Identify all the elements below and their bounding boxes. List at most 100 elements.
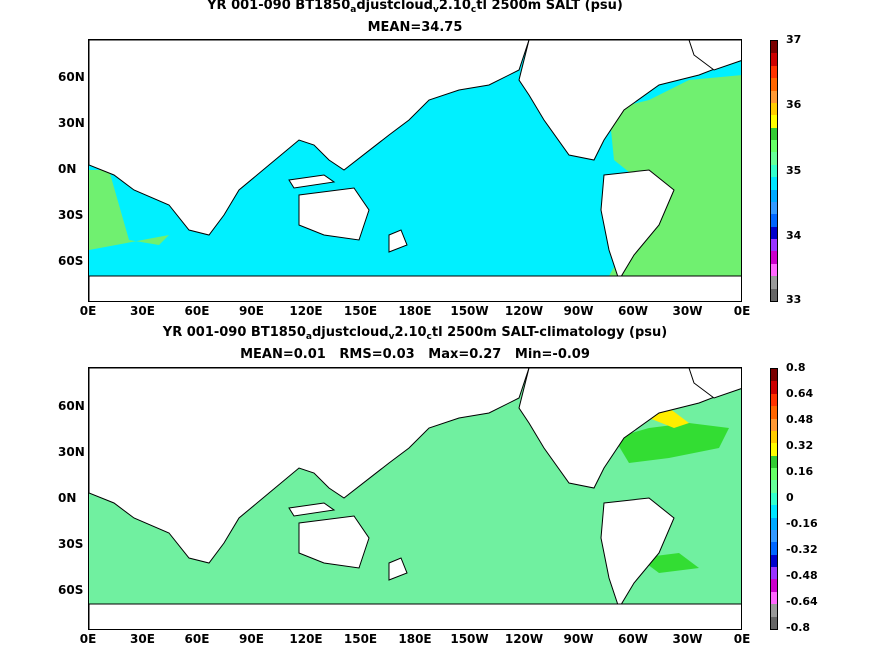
- panel1-colorbar: [770, 40, 778, 302]
- xtick-label: 90W: [563, 304, 594, 318]
- colorbar-swatch: [771, 567, 777, 580]
- xtick-label: 60W: [618, 632, 648, 646]
- colorbar-swatch: [771, 616, 777, 629]
- xtick-label: 180E: [398, 632, 432, 646]
- colorbar-swatch: [771, 591, 777, 605]
- colorbar-swatch: [771, 41, 777, 54]
- xtick-label: 150W: [450, 304, 489, 318]
- xtick-label: 60E: [184, 632, 210, 646]
- xtick-label: 60E: [184, 304, 210, 318]
- panel2-colorbar-label: 0.48: [786, 413, 814, 426]
- xtick-label: 150W: [450, 632, 489, 646]
- colorbar-swatch: [771, 604, 777, 617]
- xtick-label: 90E: [239, 304, 264, 318]
- xtick-label: 30E: [130, 304, 155, 318]
- panel2-ytick: 60N: [58, 399, 85, 413]
- colorbar-swatch: [771, 263, 777, 277]
- colorbar-swatch: [771, 393, 777, 407]
- colorbar-swatch: [771, 480, 777, 493]
- colorbar-swatch: [771, 579, 777, 592]
- colorbar-swatch: [771, 102, 777, 116]
- panel1-colorbar-label: 33: [786, 293, 802, 306]
- colorbar-swatch: [771, 201, 777, 215]
- colorbar-swatch: [771, 288, 777, 301]
- panel2-colorbar-label: 0.64: [786, 387, 814, 400]
- xtick-label: 30W: [672, 304, 703, 318]
- xtick-label: 120E: [289, 632, 323, 646]
- panel1-ytick: 60N: [58, 70, 85, 84]
- panel2-subtitle: MEAN=0.01 RMS=0.03 Max=0.27 Min=-0.09: [240, 347, 590, 362]
- colorbar-swatch: [771, 189, 777, 202]
- colorbar-swatch: [771, 517, 777, 530]
- xtick-label: 90W: [563, 632, 594, 646]
- xtick-label: 150E: [343, 304, 378, 318]
- colorbar-swatch: [771, 554, 777, 567]
- panel2-map: [88, 367, 742, 630]
- panel2-colorbar-label: -0.16: [786, 517, 818, 530]
- colorbar-swatch: [771, 115, 777, 128]
- xtick-label: 120E: [289, 304, 323, 318]
- colorbar-swatch: [771, 430, 777, 444]
- panel1-map-canvas: [89, 40, 741, 301]
- xtick-label: 180E: [398, 304, 432, 318]
- panel1-title: YR 001-090 BT1850adjustcloudv2.10ctl 250…: [207, 0, 623, 15]
- panel2-ytick: 30S: [58, 537, 84, 551]
- xtick-label: 120W: [504, 304, 544, 318]
- panel1-colorbar-label: 36: [786, 98, 802, 111]
- xtick-label: 30W: [672, 632, 703, 646]
- xtick-label: 120W: [504, 632, 544, 646]
- panel1-ytick: 60S: [58, 254, 84, 268]
- colorbar-swatch: [771, 542, 777, 555]
- xtick-label: 30E: [130, 632, 155, 646]
- colorbar-swatch: [771, 65, 777, 79]
- xtick-label: 0E: [733, 632, 751, 646]
- panel2-colorbar-label: 0.8: [786, 361, 806, 374]
- panel2-colorbar-label: 0.16: [786, 465, 814, 478]
- colorbar-swatch: [771, 276, 777, 289]
- colorbar-swatch: [771, 251, 777, 264]
- panel1-ytick: 30N: [58, 116, 85, 130]
- panel1-subtitle: MEAN=34.75: [367, 20, 463, 35]
- colorbar-swatch: [771, 152, 777, 165]
- panel2-title: YR 001-090 BT1850adjustcloudv2.10ctl 250…: [162, 325, 668, 342]
- panel1-colorbar-label: 34: [786, 229, 802, 242]
- panel2-colorbar-label: -0.48: [786, 569, 818, 582]
- panel1-colorbar-label: 35: [786, 164, 802, 177]
- colorbar-swatch: [771, 529, 777, 543]
- colorbar-swatch: [771, 468, 777, 481]
- panel2-ytick: 60S: [58, 583, 84, 597]
- colorbar-swatch: [771, 127, 777, 140]
- xtick-label: 0E: [79, 304, 97, 318]
- panel2-map-canvas: [89, 368, 741, 629]
- colorbar-swatch: [771, 381, 777, 394]
- colorbar-swatch: [771, 492, 777, 506]
- xtick-label: 60W: [618, 304, 648, 318]
- indian-field: [89, 170, 169, 250]
- xtick-label: 150E: [343, 632, 378, 646]
- panel2-ytick: 30N: [58, 445, 85, 459]
- panel2-colorbar-label: 0: [786, 491, 794, 504]
- panel2-colorbar-label: -0.8: [786, 621, 811, 634]
- panel2-colorbar-label: -0.64: [786, 595, 818, 608]
- colorbar-swatch: [771, 443, 777, 456]
- panel2-colorbar-label: 0.32: [786, 439, 814, 452]
- colorbar-swatch: [771, 455, 777, 468]
- colorbar-swatch: [771, 53, 777, 66]
- panel2-ytick: 0N: [58, 491, 77, 505]
- colorbar-swatch: [771, 406, 777, 419]
- panel2-colorbar-label: -0.32: [786, 543, 818, 556]
- panel1-ytick: 0N: [58, 162, 77, 176]
- colorbar-swatch: [771, 78, 777, 91]
- panel1-ytick: 30S: [58, 208, 84, 222]
- xtick-label: 0E: [79, 632, 97, 646]
- colorbar-swatch: [771, 505, 777, 518]
- panel2-colorbar: [770, 368, 778, 630]
- colorbar-swatch: [771, 164, 777, 178]
- colorbar-swatch: [771, 214, 777, 227]
- xtick-label: 0E: [733, 304, 751, 318]
- colorbar-swatch: [771, 140, 777, 153]
- colorbar-swatch: [771, 369, 777, 382]
- colorbar-swatch: [771, 239, 777, 252]
- colorbar-swatch: [771, 90, 777, 103]
- colorbar-swatch: [771, 418, 777, 431]
